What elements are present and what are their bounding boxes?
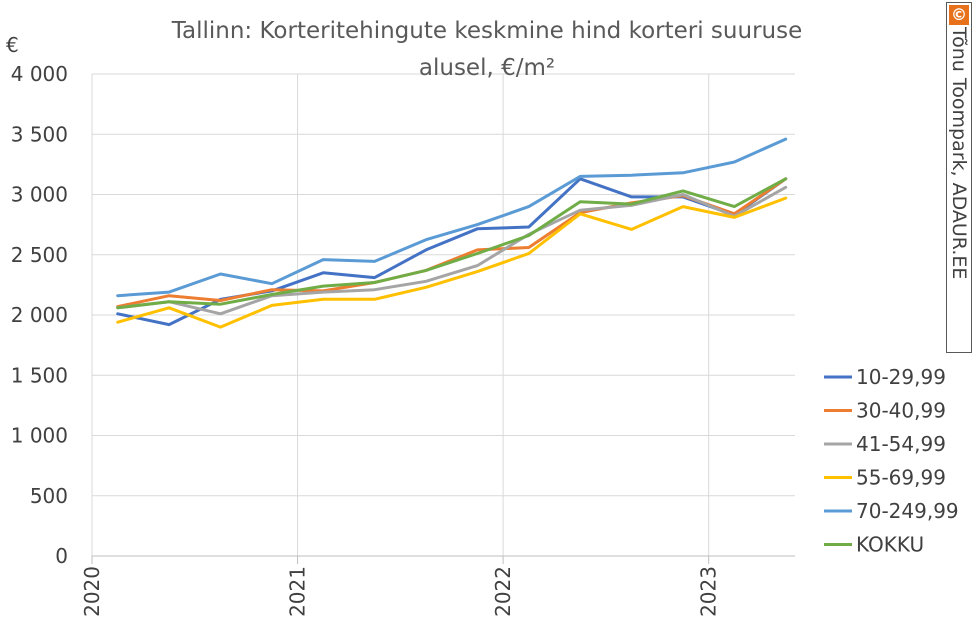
series-line-41-54-99: [116, 185, 788, 316]
y-tick-label: 3 000: [11, 183, 68, 207]
y-tick-label: 1 000: [11, 424, 68, 448]
copyright-text: Tõnu Toompark, ADAUR.EE: [948, 27, 970, 280]
y-tick-label: 500: [30, 484, 68, 508]
chart-title-line-1: Tallinn: Korteritehingute keskmine hind …: [171, 18, 802, 44]
x-tick-label: 2023: [697, 566, 721, 617]
copyright-badge: © Tõnu Toompark, ADAUR.EE: [946, 2, 972, 353]
legend-label: 30-40,99: [856, 399, 946, 423]
series-line-70-249-99: [116, 137, 788, 298]
legend: 10-29,99 30-40,99 41-54,99 55-69,99 70-249,9…: [824, 365, 959, 557]
series-line-kokku: [116, 177, 788, 310]
copyright-icon: ©: [949, 5, 969, 25]
legend-label: 55-69,99: [856, 466, 946, 490]
series-line-55-69-99: [116, 196, 788, 329]
y-tick-label: 4 000: [11, 62, 68, 86]
legend-label: 70-249,99: [856, 499, 959, 523]
y-tick-label: 2 000: [11, 303, 68, 327]
series-lines: [116, 137, 788, 329]
legend-label: KOKKU: [856, 533, 924, 557]
tick-labels: 0 500 1 000 1 500 2 000 2 500 3 000 3 500 4 000 2…: [11, 62, 721, 617]
legend-label: 41-54,99: [856, 432, 946, 456]
legend-label: 10-29,99: [856, 365, 946, 389]
series-line-30-40-99: [116, 177, 788, 309]
chart-title-line-2: alusel, €/m²: [419, 55, 555, 81]
y-tick-label: 3 500: [11, 122, 68, 146]
x-tick-label: 2022: [491, 566, 515, 617]
gridlines: [91, 73, 795, 556]
x-tick-label: 2021: [286, 566, 310, 617]
axes: [91, 555, 795, 564]
y-tick-label: 2 500: [11, 243, 68, 267]
y-axis-unit-label: €: [6, 33, 19, 57]
x-tick-label: 2020: [80, 566, 104, 617]
y-tick-label: 0: [55, 544, 68, 568]
y-tick-label: 1 500: [11, 363, 68, 387]
